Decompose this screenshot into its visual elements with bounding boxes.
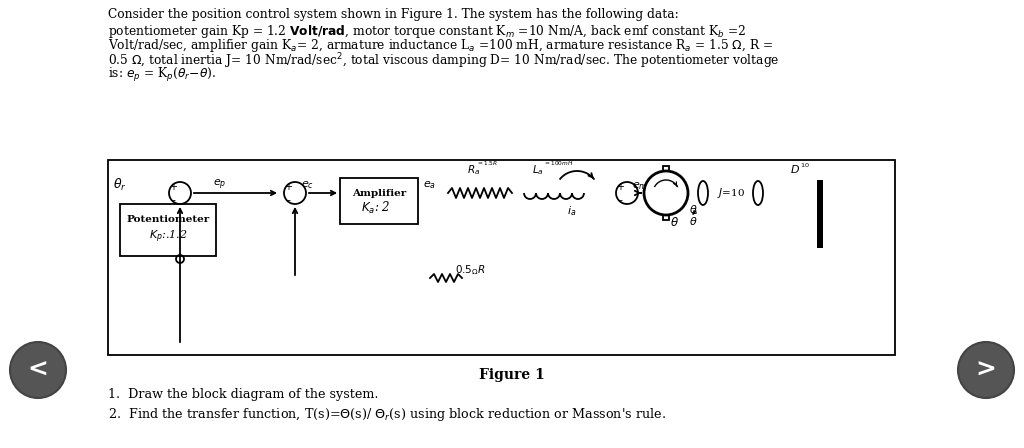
Text: is: $e_p$ = K$_p$($\theta_r$$-$$\theta$).: is: $e_p$ = K$_p$($\theta_r$$-$$\theta$)…: [108, 66, 216, 84]
Circle shape: [958, 342, 1014, 398]
Bar: [340, 178, 418, 224]
Text: <: <: [28, 358, 48, 382]
Text: +: +: [284, 182, 292, 192]
Bar: [815, 180, 823, 248]
Bar: [120, 204, 216, 256]
Text: -: -: [286, 195, 290, 205]
Text: $K_a$: 2: $K_a$: 2: [361, 200, 391, 216]
Text: Figure 1: Figure 1: [479, 368, 545, 382]
Text: $\theta$: $\theta$: [689, 203, 697, 215]
Text: 2.  Find the transfer function, T(s)=$\Theta$(s)/ $\Theta_r$(s) using block redu: 2. Find the transfer function, T(s)=$\Th…: [108, 406, 666, 423]
Text: Consider the position control system shown in Figure 1. The system has the follo: Consider the position control system sho…: [108, 8, 679, 21]
Circle shape: [10, 342, 66, 398]
Text: $^{=100mH}$: $^{=100mH}$: [543, 161, 573, 169]
Text: $\theta$: $\theta$: [689, 215, 697, 227]
Text: $\theta_r$: $\theta_r$: [113, 177, 127, 193]
Text: $J$=10: $J$=10: [717, 186, 744, 200]
Text: $R_a$: $R_a$: [467, 163, 480, 177]
Text: $i_a$: $i_a$: [567, 204, 577, 218]
Text: 1.  Draw the block diagram of the system.: 1. Draw the block diagram of the system.: [108, 388, 379, 401]
Text: $e_a$: $e_a$: [424, 179, 436, 191]
Text: -: -: [171, 195, 175, 205]
Text: +: +: [616, 182, 624, 192]
Bar: [663, 215, 669, 220]
Text: 0.5 $\Omega$, total inertia J= 10 Nm/rad/sec$^2$, total viscous damping D= 10 Nm: 0.5 $\Omega$, total inertia J= 10 Nm/rad…: [108, 52, 779, 71]
Text: potentiometer gain Kp = 1.2 $\mathbf{Volt/rad}$, motor torque constant K$_m$ =10: potentiometer gain Kp = 1.2 $\mathbf{Vol…: [108, 22, 746, 39]
Bar: [663, 166, 669, 171]
Bar: [817, 180, 823, 248]
Text: $e_p$: $e_p$: [213, 178, 226, 192]
Text: $^{10}$: $^{10}$: [800, 163, 810, 172]
Text: Potentiometer: Potentiometer: [126, 215, 210, 224]
Text: Amplifier: Amplifier: [352, 189, 407, 198]
Text: $L_a$: $L_a$: [532, 163, 544, 177]
Text: $\theta$: $\theta$: [670, 216, 679, 229]
Ellipse shape: [753, 181, 763, 205]
Bar: [108, 160, 895, 355]
Text: +: +: [169, 182, 177, 192]
Text: Volt/rad/sec, amplifier gain K$_a$= 2, armature inductance L$_a$ =100 mH, armatu: Volt/rad/sec, amplifier gain K$_a$= 2, a…: [108, 37, 773, 54]
Text: >: >: [976, 358, 996, 382]
Text: -: -: [618, 195, 622, 205]
Text: $^{=1.5R}$: $^{=1.5R}$: [476, 161, 498, 169]
Text: $e_c$: $e_c$: [301, 179, 314, 191]
Text: $K_p$:.1.2: $K_p$:.1.2: [148, 229, 187, 245]
Ellipse shape: [698, 181, 708, 205]
Text: $0.5_{\Omega}R$: $0.5_{\Omega}R$: [455, 263, 485, 277]
Text: $e_m$: $e_m$: [632, 180, 648, 192]
Text: $D$: $D$: [790, 163, 800, 175]
